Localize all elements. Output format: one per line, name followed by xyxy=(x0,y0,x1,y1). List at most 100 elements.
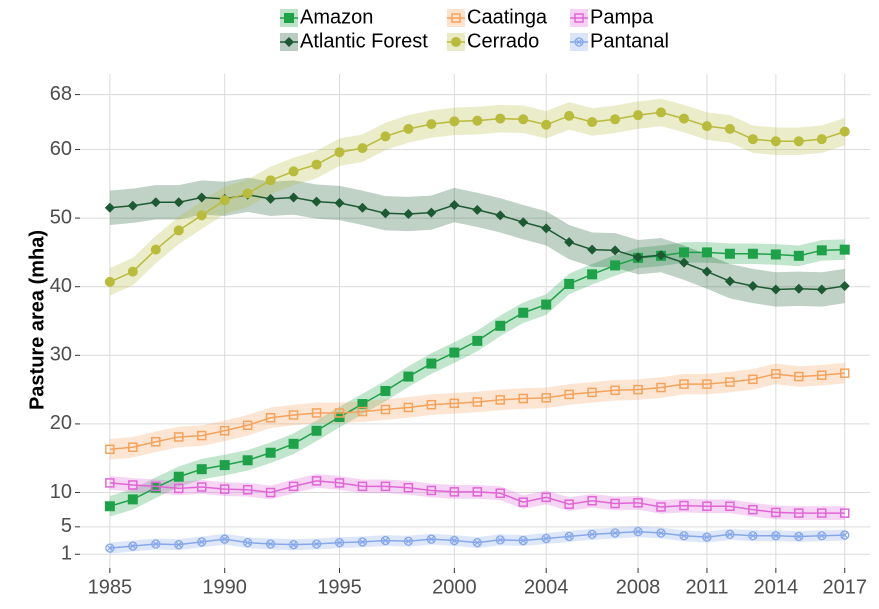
marker-shape xyxy=(196,210,207,221)
marker xyxy=(127,200,138,211)
marker xyxy=(747,248,758,259)
marker-shape xyxy=(724,276,735,287)
legend-label: Caatinga xyxy=(467,6,548,28)
marker-shape xyxy=(495,488,506,498)
marker-shape xyxy=(656,502,666,512)
marker xyxy=(151,481,161,492)
marker xyxy=(518,497,528,507)
marker xyxy=(610,114,621,125)
marker-shape xyxy=(380,385,391,396)
marker-shape xyxy=(793,136,804,147)
marker-shape xyxy=(105,478,115,488)
marker xyxy=(633,526,643,537)
marker xyxy=(284,37,294,47)
marker xyxy=(770,284,781,295)
marker xyxy=(380,131,391,142)
marker xyxy=(747,134,758,145)
marker-shape xyxy=(334,408,345,418)
marker xyxy=(426,358,437,369)
marker-shape xyxy=(495,535,505,545)
marker xyxy=(495,320,506,331)
marker-shape xyxy=(817,531,827,541)
marker-shape xyxy=(518,217,529,228)
marker xyxy=(564,110,575,121)
marker xyxy=(288,540,299,550)
marker-shape xyxy=(426,119,437,130)
marker-shape xyxy=(382,537,389,544)
marker-shape xyxy=(679,379,689,389)
x-tick-label: 2017 xyxy=(822,576,867,598)
marker-shape xyxy=(575,38,583,46)
marker-shape xyxy=(403,536,414,546)
marker-shape xyxy=(265,447,276,458)
marker-shape xyxy=(380,481,391,492)
marker xyxy=(403,371,414,382)
marker xyxy=(242,188,253,199)
marker-shape xyxy=(495,210,506,221)
marker xyxy=(426,399,437,410)
marker xyxy=(380,208,391,219)
marker-shape xyxy=(541,299,552,310)
marker-shape xyxy=(472,397,483,407)
marker-shape xyxy=(495,320,506,331)
marker-shape xyxy=(656,250,667,261)
y-tick-label: 60 xyxy=(50,138,72,160)
marker xyxy=(196,210,207,221)
marker-shape xyxy=(656,528,666,538)
marker-shape xyxy=(313,540,320,548)
marker-shape xyxy=(725,501,735,511)
marker-shape xyxy=(770,284,781,295)
marker-shape xyxy=(472,537,482,548)
marker-shape xyxy=(839,368,850,378)
marker-shape xyxy=(633,498,643,508)
marker xyxy=(748,504,758,515)
marker-shape xyxy=(174,483,184,494)
marker-shape xyxy=(633,384,643,395)
marker-shape xyxy=(702,532,712,542)
marker xyxy=(793,136,804,147)
marker-shape xyxy=(174,432,184,442)
marker xyxy=(380,385,391,396)
marker-shape xyxy=(403,208,414,219)
marker-shape xyxy=(197,537,207,547)
marker-shape xyxy=(334,537,345,548)
marker xyxy=(196,192,207,203)
marker xyxy=(472,487,483,497)
marker xyxy=(334,537,345,548)
marker xyxy=(679,500,689,511)
marker-shape xyxy=(472,115,483,126)
marker xyxy=(334,147,345,158)
marker-shape xyxy=(610,528,620,538)
marker xyxy=(357,481,368,492)
marker-shape xyxy=(311,425,322,436)
marker xyxy=(748,531,758,541)
marker xyxy=(426,119,437,130)
y-tick-label: 20 xyxy=(50,412,72,434)
marker-shape xyxy=(724,123,735,134)
marker xyxy=(265,487,276,498)
marker-shape xyxy=(748,504,758,515)
marker-shape xyxy=(403,402,414,413)
marker xyxy=(265,412,276,423)
marker xyxy=(771,369,781,379)
marker xyxy=(518,307,529,318)
marker xyxy=(472,335,483,346)
plot-background xyxy=(80,74,870,568)
marker-shape xyxy=(334,197,345,208)
marker xyxy=(839,126,850,137)
marker-shape xyxy=(426,485,437,496)
marker xyxy=(495,113,506,124)
marker xyxy=(311,196,322,207)
marker xyxy=(817,370,827,380)
marker xyxy=(311,539,322,549)
marker xyxy=(265,193,276,204)
x-tick-label: 2000 xyxy=(432,576,477,598)
marker xyxy=(357,399,368,410)
marker xyxy=(472,204,483,215)
y-axis-label: Pasture area (mha) xyxy=(26,230,48,410)
marker-shape xyxy=(701,266,712,277)
series-line xyxy=(109,372,845,451)
marker-shape xyxy=(701,247,712,258)
marker xyxy=(104,202,115,213)
marker-shape xyxy=(336,539,343,547)
